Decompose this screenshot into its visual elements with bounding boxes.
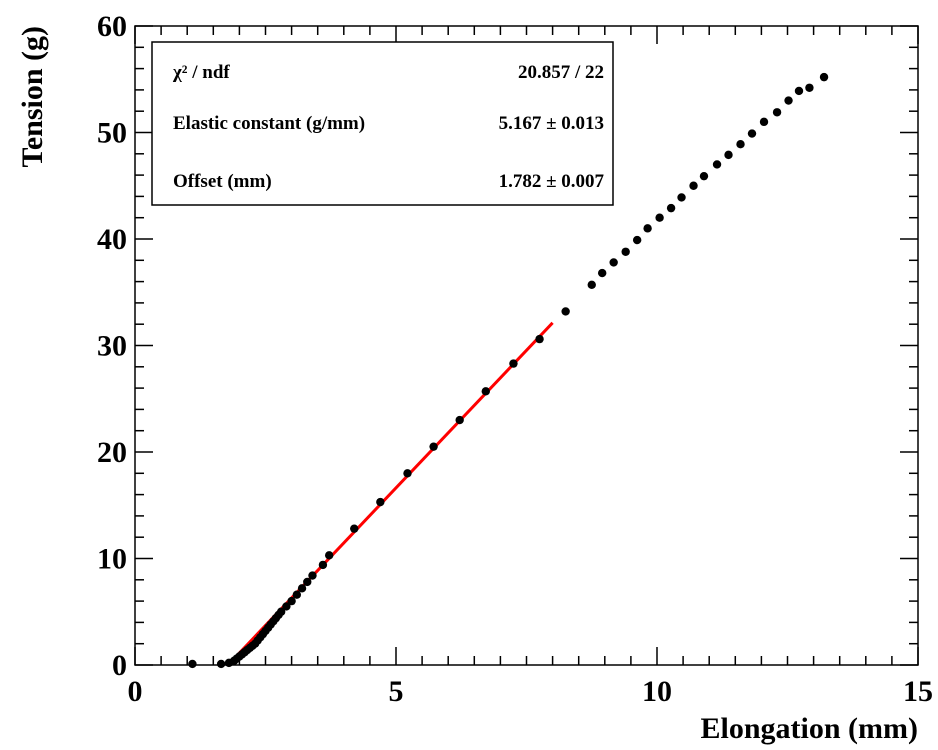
data-point [597,268,607,278]
data-point [282,602,291,611]
stats-label: Elastic constant (g/mm) [173,113,365,134]
y-tick-label: 0 [112,649,127,682]
data-point [643,224,652,233]
data-point [481,387,490,396]
data-point [535,334,544,344]
data-point [350,524,359,533]
data-point [292,590,302,599]
data-point [666,203,676,213]
data-point [324,551,334,560]
y-tick-label: 40 [97,223,127,256]
data-point [509,359,518,368]
data-point [376,497,385,507]
stats-value: 20.857 / 22 [518,62,604,83]
data-point [303,577,312,587]
data-point [318,560,328,570]
data-point [724,150,733,160]
x-tick-label: 10 [642,675,672,708]
data-point [297,584,307,593]
data-point [655,213,664,222]
data-point [403,469,412,478]
y-tick-label: 10 [97,543,127,576]
data-point [561,307,570,316]
y-tick-label: 30 [97,330,127,363]
x-tick-label: 15 [903,675,933,708]
y-tick-label: 60 [97,10,127,43]
data-point [772,108,782,117]
y-axis-title: Tension (g) [16,26,49,167]
axes-layer: 0 5 10 15 0 10 20 30 40 50 60 Elongation (mm) Tensio… [16,10,933,745]
data-point [621,247,630,256]
data-point [736,140,745,149]
stats-value: 5.167 ± 0.013 [499,113,604,134]
data-point [784,96,793,105]
y-tick-label: 50 [97,117,127,150]
data-point [759,117,769,127]
data-point [188,659,197,669]
data-point [429,442,438,451]
stats-box-frame [151,41,614,206]
data-point [632,235,642,245]
data-point [216,659,226,669]
stats-label: Offset (mm) [173,171,272,192]
y-tick-label: 20 [97,436,127,469]
data-point [747,129,757,138]
data-point [699,171,709,181]
data-point [308,571,317,580]
stats-value: 1.782 ± 0.007 [499,171,605,192]
data-point [455,415,464,425]
data-point [819,72,829,82]
data-point [287,596,296,606]
x-tick-label: 5 [389,675,404,708]
data-point [677,193,686,202]
stats-box: χ² / ndf 20.857 / 22 Elastic constant (g/m… [151,41,614,206]
data-point [794,86,804,96]
x-tick-label: 0 [128,675,143,708]
x-axis-title: Elongation (mm) [701,712,919,745]
data-point [689,181,698,190]
data-point [609,258,618,267]
data-point [712,160,722,169]
data-point [276,607,286,616]
stats-label: χ² / ndf [172,62,230,83]
data-point [587,280,596,289]
data-point [805,83,814,92]
